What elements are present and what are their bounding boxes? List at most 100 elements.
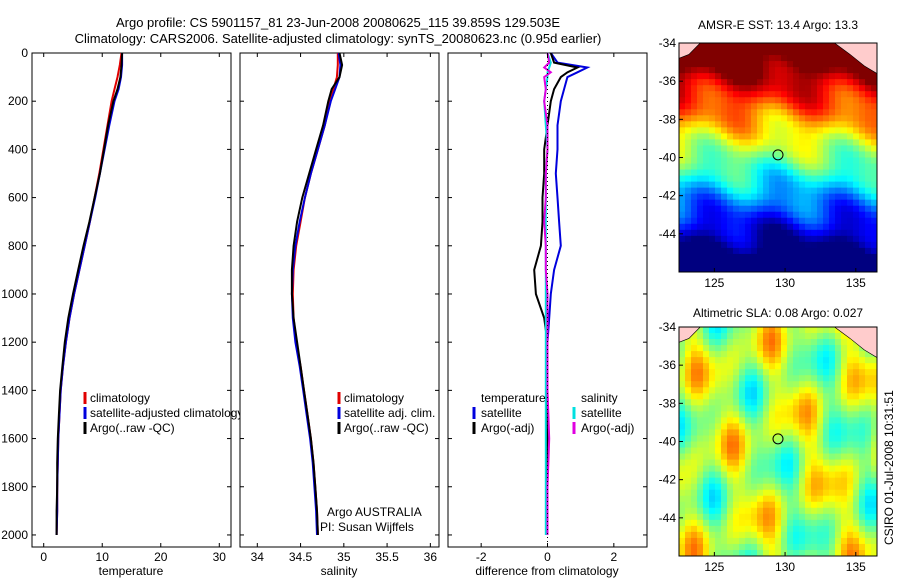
map-cell	[751, 229, 758, 237]
map-cell	[799, 393, 806, 400]
map-cell	[805, 387, 812, 394]
map-cell	[727, 145, 734, 152]
map-cell	[871, 381, 878, 388]
map-cell	[781, 61, 788, 68]
map-cell	[733, 471, 740, 479]
map-cell	[853, 381, 860, 388]
map-cell	[691, 381, 698, 388]
map-cell	[829, 193, 836, 201]
map-cell	[823, 429, 830, 436]
map-cell	[799, 345, 806, 352]
map-cell	[727, 519, 734, 527]
map-cell	[841, 465, 848, 473]
x-tick-label: 20	[154, 550, 168, 564]
map-cell	[805, 133, 812, 140]
map-cell	[691, 175, 698, 183]
map-cell	[793, 157, 800, 165]
map-cell	[859, 507, 866, 515]
map-cell	[799, 495, 806, 503]
map-cell	[817, 435, 824, 442]
map-cell	[841, 139, 848, 146]
map-cell	[745, 447, 752, 455]
map-cell	[715, 43, 722, 50]
map-cell	[841, 265, 848, 273]
map-cell	[703, 43, 710, 50]
map-cell	[679, 247, 686, 255]
map-cell	[763, 519, 770, 527]
map-cell	[847, 229, 854, 237]
map-cell	[763, 357, 770, 364]
map-cell	[841, 501, 848, 509]
map-cell	[727, 235, 734, 243]
map-cell	[769, 133, 776, 140]
map-cell	[781, 387, 788, 394]
map-cell	[793, 357, 800, 364]
map-cell	[751, 181, 758, 189]
map-cell	[763, 501, 770, 509]
map-cell	[751, 247, 758, 255]
map-cell	[703, 175, 710, 183]
map-cell	[775, 381, 782, 388]
map-cell	[715, 495, 722, 503]
map-cell	[835, 519, 842, 527]
map-cell	[787, 193, 794, 201]
map-cell	[745, 145, 752, 152]
map-cell	[733, 417, 740, 424]
map-cell	[709, 241, 716, 249]
map-cell	[763, 375, 770, 382]
map-cell	[745, 181, 752, 189]
map-cell	[859, 417, 866, 424]
map-cell	[733, 477, 740, 485]
map-cell	[769, 369, 776, 376]
map-cell	[811, 259, 818, 267]
map-cell	[871, 549, 878, 557]
map-cell	[823, 61, 830, 68]
map-cell	[805, 435, 812, 442]
map-cell	[871, 145, 878, 152]
map-cell	[691, 411, 698, 418]
map-cell	[733, 145, 740, 152]
map-cell	[691, 369, 698, 376]
map-cell	[763, 399, 770, 406]
map-cell	[823, 43, 830, 50]
sla-map-panel: Altimetric SLA: 0.08 Argo: 0.027 125 130 1…	[659, 306, 878, 574]
map-cell	[817, 265, 824, 273]
map-cell	[781, 139, 788, 146]
map-cell	[835, 447, 842, 455]
map-cell	[691, 205, 698, 213]
map-cell	[763, 175, 770, 183]
annotation-pi: PI: Susan Wijffels	[320, 520, 414, 534]
map-cell	[745, 85, 752, 92]
map-cell	[793, 501, 800, 509]
map-cell	[721, 525, 728, 533]
map-cell	[763, 79, 770, 86]
map-cell	[841, 549, 848, 557]
map-cell	[793, 235, 800, 243]
map-cell	[781, 163, 788, 171]
map-cell	[835, 483, 842, 491]
map-cell	[847, 339, 854, 346]
map-cell	[865, 507, 872, 515]
map-cell	[751, 423, 758, 430]
map-cell	[793, 429, 800, 436]
map-cell	[781, 405, 788, 412]
map-cell	[703, 223, 710, 231]
map-cell	[853, 501, 860, 509]
map-cell	[715, 151, 722, 158]
map-cell	[763, 217, 770, 225]
map-cell	[817, 411, 824, 418]
map-cell	[835, 327, 842, 334]
map-cell	[865, 127, 872, 134]
map-cell	[811, 115, 818, 122]
map-cell	[715, 193, 722, 201]
map-cell	[691, 85, 698, 92]
map-cell	[715, 345, 722, 352]
map-cell	[817, 103, 824, 110]
map-cell	[793, 193, 800, 201]
map-cell	[739, 247, 746, 255]
map-cell	[805, 79, 812, 86]
map-cell	[715, 423, 722, 430]
map-cell	[775, 369, 782, 376]
map-cell	[775, 247, 782, 255]
map-cell	[685, 411, 692, 418]
